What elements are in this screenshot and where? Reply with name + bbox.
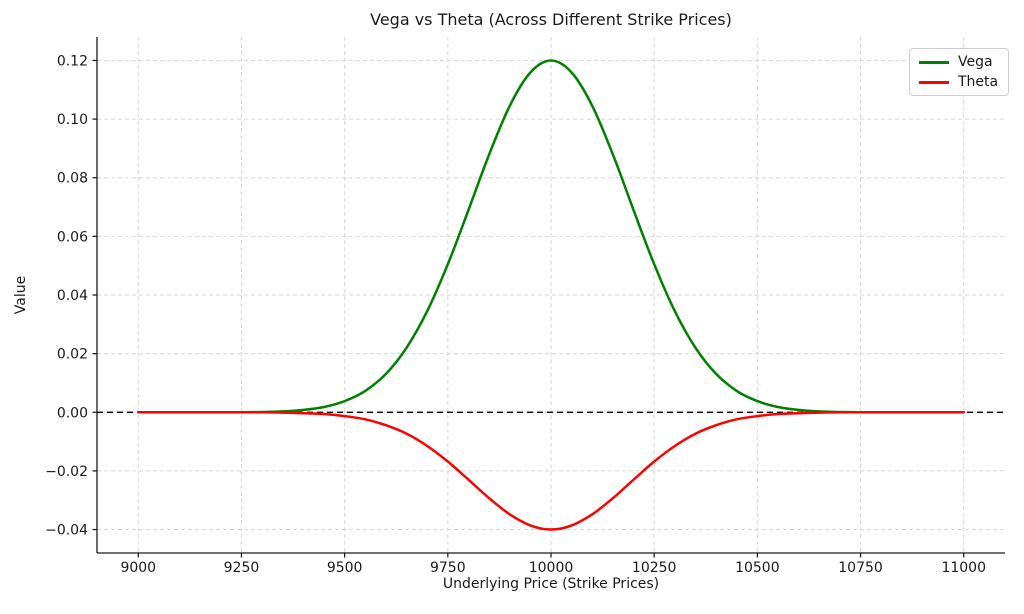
legend-label: Vega <box>958 54 993 70</box>
y-tick-label: 0.08 <box>57 171 88 187</box>
x-tick-label: 10500 <box>735 560 780 576</box>
y-tick-label: 0.00 <box>57 405 88 421</box>
series-line-theta <box>137 411 965 531</box>
legend-line-swatch <box>919 80 949 84</box>
y-tick-label: −0.04 <box>45 523 88 539</box>
y-tick-label: 0.02 <box>57 347 88 363</box>
x-tick-label: 11000 <box>941 560 986 576</box>
x-tick-label: 9750 <box>430 560 466 576</box>
y-tick-label: 0.12 <box>57 53 88 69</box>
legend-line-swatch <box>919 60 949 64</box>
x-tick-label: 9500 <box>327 560 363 576</box>
legend-item-vega: Vega <box>919 55 998 69</box>
y-tick-label: 0.06 <box>57 229 88 245</box>
chart-title: Vega vs Theta (Across Different Strike P… <box>370 10 732 29</box>
x-tick-label: 10000 <box>529 560 574 576</box>
x-tick-label: 10750 <box>838 560 883 576</box>
x-axis-label: Underlying Price (Strike Prices) <box>442 576 660 592</box>
y-tick-label: 0.04 <box>57 288 88 304</box>
y-tick-label: 0.10 <box>57 112 88 128</box>
x-tick-label: 9250 <box>224 560 260 576</box>
x-tick-label: 9000 <box>120 560 156 576</box>
legend-label: Theta <box>958 74 999 90</box>
legend: Vega Theta <box>909 48 1010 96</box>
x-tick-label: 10250 <box>632 560 677 576</box>
y-tick-label: −0.02 <box>45 464 88 480</box>
legend-item-theta: Theta <box>919 75 998 89</box>
